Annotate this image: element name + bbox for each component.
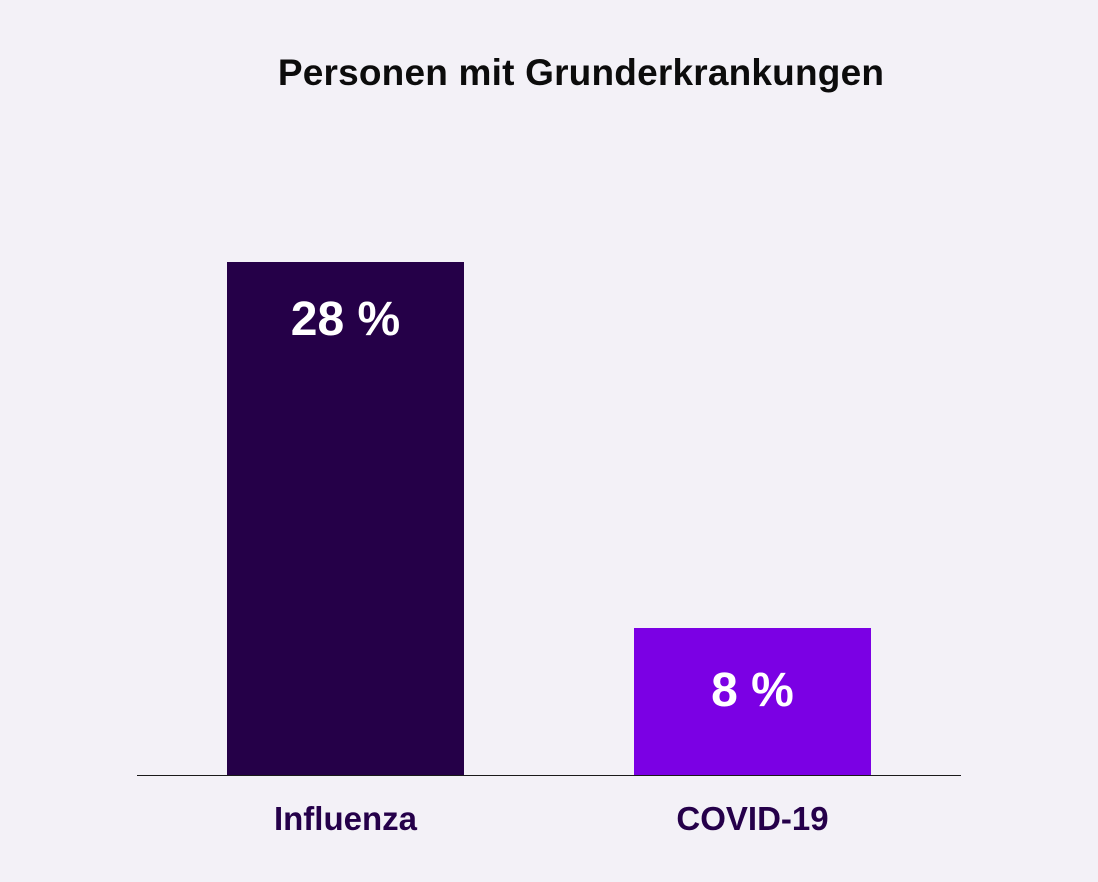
value-label-influenza: 28 % (290, 293, 401, 346)
bar-covid-19: 8 % (634, 628, 871, 775)
category-label-influenza: Influenza (273, 800, 417, 837)
chart-title: Personen mit Grunderkrankungen (277, 52, 885, 93)
x-axis-line (137, 775, 961, 776)
bar-influenza: 28 % (227, 262, 464, 775)
value-label-covid-19: 8 % (711, 664, 794, 717)
category-label-covid-19: COVID-19 (676, 800, 829, 837)
